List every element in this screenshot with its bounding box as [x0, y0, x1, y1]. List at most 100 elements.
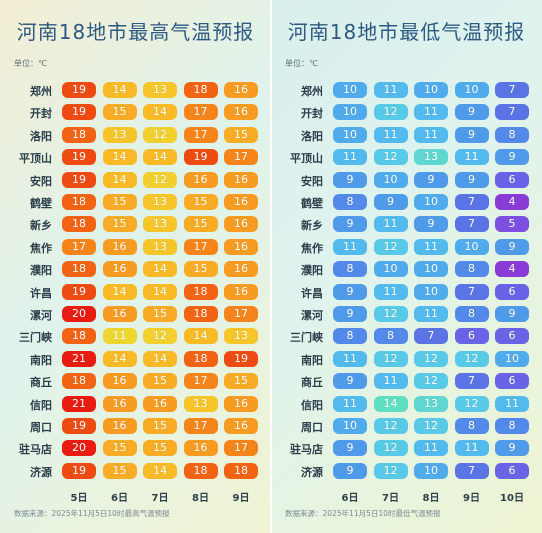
temperature-cell: 11 — [454, 440, 489, 457]
column-label-day: 8日 — [192, 493, 209, 505]
unit-label: 单位：℃ — [14, 59, 47, 68]
temperature-cell: 12 — [143, 171, 177, 188]
temperature-cell: 14 — [143, 104, 177, 121]
column-label-day: 8日 — [422, 493, 440, 505]
temperature-cell: 15 — [102, 194, 137, 210]
row-label-city: 商丘 — [30, 376, 52, 390]
temperature-cell: 11 — [414, 306, 448, 322]
chart-title: 河南18地市最低气温预报 — [287, 20, 526, 44]
temperature-cell: 14 — [143, 283, 177, 300]
row-label-city: 南阳 — [30, 353, 52, 367]
temperature-cell: 14 — [102, 350, 137, 367]
temperature-cell: 16 — [224, 238, 258, 255]
temperature-cell: 12 — [373, 418, 408, 434]
temperature-cell: 11 — [414, 126, 448, 143]
temperature-cell: 6 — [495, 462, 529, 479]
temperature-cell: 15 — [143, 418, 177, 434]
temperature-cell: 7 — [495, 104, 529, 121]
temperature-cell: 8 — [333, 194, 367, 210]
temperature-cell: 12 — [414, 350, 448, 367]
row-label-city: 平顶山 — [290, 152, 323, 166]
max-temp-panel: 河南18地市最高气温预报 单位：℃ 郑州 19 14 13 18 16 开封 19 15 14 17… — [0, 0, 271, 533]
temperature-cell: 16 — [183, 440, 218, 457]
temperature-cell: 12 — [373, 104, 408, 121]
row-label-city: 信阳 — [301, 398, 323, 412]
temperature-cell: 16 — [102, 306, 137, 322]
temperature-cell: 8 — [495, 126, 529, 143]
min-temp-panel: 河南18地市最低气温预报 单位：℃ 郑州 10 11 10 10 7 开封 10 12 11 9 7 洛… — [271, 0, 542, 533]
temperature-cell: 16 — [224, 216, 258, 233]
temperature-cell: 17 — [224, 149, 258, 166]
temperature-cell: 7 — [454, 216, 489, 233]
row-label-city: 开封 — [301, 107, 323, 121]
row-label-city: 安阳 — [30, 174, 52, 188]
temperature-cell: 8 — [495, 418, 529, 434]
row-label-city: 新乡 — [301, 219, 323, 233]
temperature-cell: 12 — [414, 418, 448, 434]
temperature-cell: 10 — [454, 82, 489, 98]
row-label-city: 许昌 — [301, 286, 323, 300]
temperature-cell: 16 — [224, 104, 258, 121]
temperature-cell: 9 — [495, 440, 529, 457]
temperature-cell: 13 — [102, 126, 137, 143]
temperature-cell: 13 — [414, 395, 448, 412]
temperature-cell: 15 — [143, 373, 177, 390]
temperature-cell: 11 — [333, 238, 367, 255]
temperature-cell: 17 — [62, 238, 96, 255]
temperature-cell: 12 — [373, 440, 408, 457]
column-label-day: 9日 — [463, 493, 480, 505]
temperature-cell: 11 — [414, 104, 448, 121]
temperature-cell: 17 — [224, 440, 258, 457]
temperature-cell: 14 — [102, 82, 137, 98]
temperature-cell: 12 — [373, 238, 408, 255]
row-label-city: 焦作 — [30, 241, 52, 255]
temperature-cell: 18 — [183, 283, 218, 300]
temperature-cell: 8 — [333, 261, 367, 278]
temperature-cell: 13 — [143, 82, 177, 98]
column-label-day: 7日 — [151, 493, 169, 505]
temperature-cell: 18 — [62, 126, 96, 143]
row-label-city: 济源 — [30, 465, 52, 479]
temperature-cell: 18 — [62, 194, 96, 210]
temperature-cell: 14 — [102, 171, 137, 188]
temperature-cell: 8 — [454, 306, 489, 322]
row-label-city: 开封 — [30, 107, 52, 121]
temperature-cell: 9 — [495, 149, 529, 166]
temperature-cell: 13 — [143, 216, 177, 233]
unit-label: 单位：℃ — [285, 59, 318, 68]
row-label-city: 三门峡 — [19, 331, 52, 345]
temperature-cell: 16 — [224, 283, 258, 300]
temperature-cell: 14 — [102, 149, 137, 166]
row-label-city: 安阳 — [301, 174, 323, 188]
temperature-cell: 12 — [143, 328, 177, 345]
temperature-cell: 21 — [62, 350, 96, 367]
temperature-cell: 6 — [454, 328, 489, 345]
temperature-cell: 15 — [183, 261, 218, 278]
temperature-cell: 11 — [373, 216, 408, 233]
row-label-city: 郑州 — [301, 85, 323, 98]
temperature-cell: 8 — [454, 261, 489, 278]
temperature-cell: 16 — [102, 395, 137, 412]
row-label-city: 商丘 — [301, 376, 323, 390]
temperature-cell: 16 — [143, 395, 177, 412]
temperature-cell: 16 — [224, 82, 258, 98]
temperature-cell: 20 — [62, 440, 96, 457]
temperature-cell: 9 — [454, 104, 489, 121]
temperature-cell: 19 — [62, 104, 96, 121]
temperature-cell: 12 — [414, 373, 448, 390]
row-label-city: 南阳 — [301, 353, 323, 367]
temperature-cell: 9 — [454, 126, 489, 143]
temperature-cell: 18 — [183, 350, 218, 367]
temperature-cell: 13 — [143, 194, 177, 210]
temperature-cell: 17 — [183, 418, 218, 434]
temperature-cell: 18 — [183, 82, 218, 98]
temperature-cell: 9 — [414, 171, 448, 188]
temperature-cell: 16 — [102, 238, 137, 255]
column-label-day: 5日 — [70, 493, 88, 505]
temperature-cell: 14 — [143, 261, 177, 278]
temperature-cell: 4 — [495, 261, 529, 278]
temperature-cell: 19 — [183, 149, 218, 166]
temperature-cell: 18 — [62, 261, 96, 278]
temperature-cell: 15 — [102, 440, 137, 457]
temperature-cell: 12 — [454, 395, 489, 412]
